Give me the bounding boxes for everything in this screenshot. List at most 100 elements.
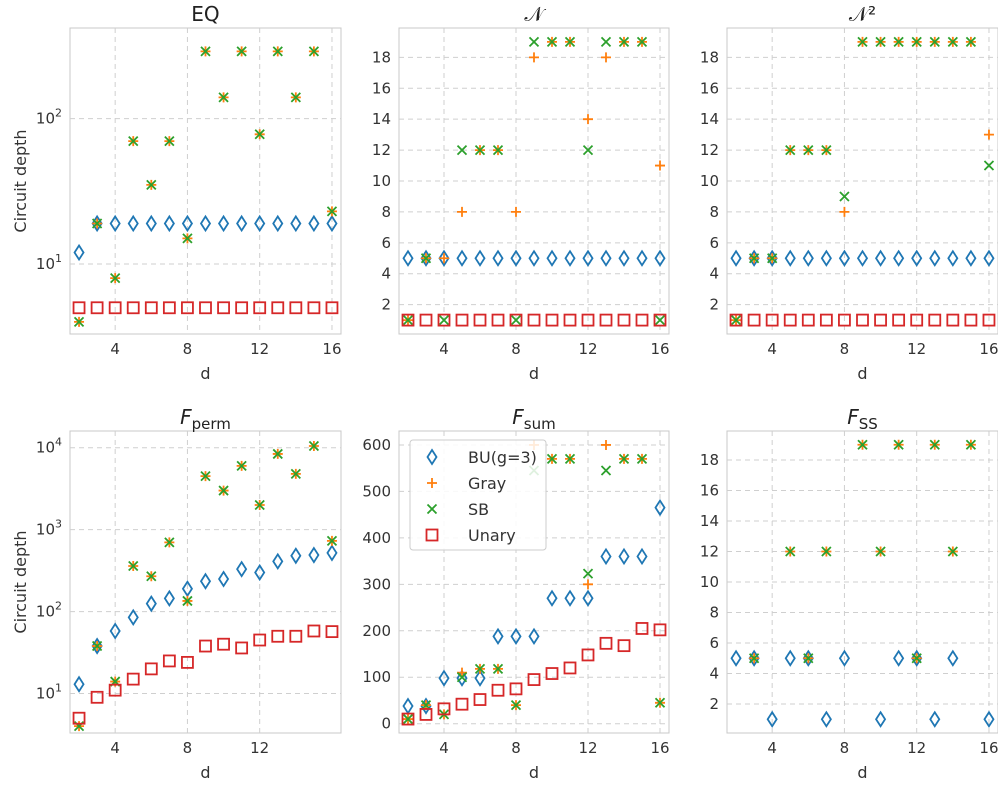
data-point xyxy=(235,301,249,315)
y-tick-label: 14 xyxy=(372,110,391,128)
data-point xyxy=(272,552,284,571)
data-point xyxy=(528,36,540,48)
data-point xyxy=(910,313,924,327)
data-point xyxy=(802,249,814,267)
x-tick-label: 4 xyxy=(439,739,449,757)
data-point xyxy=(747,313,761,327)
data-point xyxy=(636,249,648,267)
data-point xyxy=(581,313,595,327)
data-point xyxy=(546,249,558,267)
data-point xyxy=(272,448,283,460)
data-point xyxy=(510,627,522,646)
data-point xyxy=(199,214,212,233)
x-tick-label: 4 xyxy=(439,340,449,358)
data-point xyxy=(492,663,504,675)
data-point xyxy=(839,206,850,217)
data-point xyxy=(456,669,468,687)
x-tick-label: 8 xyxy=(511,340,521,358)
data-point xyxy=(821,144,832,156)
panel-title: EQ xyxy=(191,2,219,26)
data-point xyxy=(893,649,905,667)
series-SB xyxy=(748,439,977,664)
data-point xyxy=(509,682,523,696)
legend-marker xyxy=(427,478,437,488)
data-point xyxy=(162,654,176,668)
x-tick-label: 16 xyxy=(650,340,669,358)
data-point xyxy=(181,214,194,233)
data-point xyxy=(439,253,449,264)
legend-marker xyxy=(425,528,439,542)
data-point xyxy=(289,629,303,643)
y-tick-label: 6 xyxy=(381,234,391,252)
series-SB xyxy=(730,36,995,326)
data-point xyxy=(127,214,139,233)
legend-label: Gray xyxy=(468,474,506,493)
data-point xyxy=(162,301,176,315)
data-point xyxy=(563,313,577,327)
data-point xyxy=(438,314,450,326)
data-point xyxy=(564,589,576,607)
data-point xyxy=(857,36,868,48)
data-point xyxy=(784,249,796,267)
x-tick-label: 12 xyxy=(250,340,269,358)
data-point xyxy=(600,547,612,566)
data-point xyxy=(784,649,796,667)
data-point xyxy=(401,712,415,726)
data-point xyxy=(218,92,229,103)
legend-marker xyxy=(426,448,438,466)
x-axis-label: d xyxy=(857,364,867,383)
panel-1: 4 8 12 16 101 102 d Circuit depth EQ xyxy=(11,2,342,383)
panel-3: 4 8 12 16 2 4 6 8 10 12 14 16 18 d 𝒩² xyxy=(700,2,998,383)
data-point xyxy=(582,144,594,156)
panel-title: Fperm xyxy=(180,405,231,433)
data-point xyxy=(563,661,577,675)
data-point xyxy=(765,313,779,327)
data-point xyxy=(290,214,302,233)
data-point xyxy=(491,313,505,327)
data-point xyxy=(127,608,139,627)
data-point xyxy=(217,301,230,315)
data-point xyxy=(636,547,648,566)
data-point xyxy=(199,639,212,653)
data-point xyxy=(964,313,978,327)
data-point xyxy=(601,52,611,63)
data-point xyxy=(635,622,649,635)
x-tick-label: 8 xyxy=(840,739,850,757)
y-tick-label: 8 xyxy=(709,203,719,221)
data-point xyxy=(254,563,266,582)
x-tick-label: 4 xyxy=(110,340,120,358)
data-point xyxy=(600,465,612,476)
data-point xyxy=(730,314,742,326)
data-point xyxy=(271,301,285,315)
data-point xyxy=(290,92,301,103)
data-point xyxy=(545,313,559,327)
data-point xyxy=(599,636,613,650)
x-axis-label: d xyxy=(529,763,539,782)
data-point xyxy=(730,249,742,267)
data-point xyxy=(200,471,211,482)
data-point xyxy=(965,36,977,48)
data-point xyxy=(510,249,522,267)
data-point xyxy=(474,144,486,156)
y-tick-label: 2 xyxy=(709,296,719,314)
y-axis-label: Circuit depth xyxy=(11,530,30,633)
data-point xyxy=(163,214,175,233)
data-point xyxy=(582,589,594,607)
data-point xyxy=(546,453,558,465)
data-point xyxy=(767,253,778,264)
data-point xyxy=(457,667,467,678)
data-point xyxy=(326,535,338,547)
x-tick-label: 16 xyxy=(979,340,998,358)
data-point xyxy=(838,249,851,267)
data-point xyxy=(617,313,631,327)
data-point xyxy=(308,546,320,564)
x-tick-label: 12 xyxy=(578,340,597,358)
data-point xyxy=(748,653,760,664)
y-tick-label: 101 xyxy=(36,682,62,703)
data-point xyxy=(455,697,469,711)
y-tick-label: 12 xyxy=(700,542,719,560)
data-point xyxy=(474,249,486,267)
data-point xyxy=(819,313,833,327)
data-point xyxy=(527,673,541,686)
